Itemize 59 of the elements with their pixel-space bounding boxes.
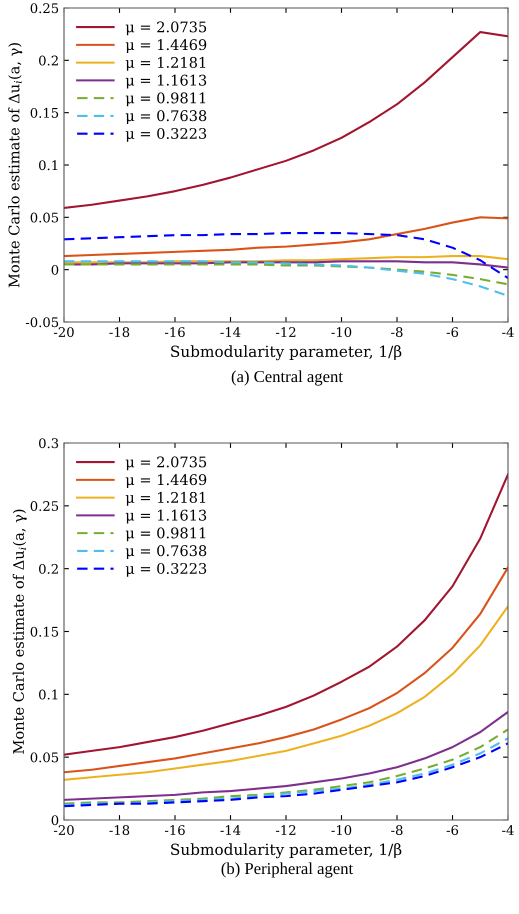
y-tick-label: 0.2 [39,56,58,66]
x-axis-title: Submodularity parameter, 1/β [171,345,402,360]
legend-label: μ = 1.2181 [126,56,206,71]
x-tick-label: -8 [391,327,403,338]
x-tick-label: -12 [276,327,296,337]
x-tick-label: -14 [220,825,240,835]
legend-label: μ = 1.1613 [126,510,206,524]
text: (a) Central agent [232,370,343,386]
y-tick-label: 0.15 [30,108,58,118]
x-tick-label: -6 [446,327,458,338]
legend-label: μ = 2.0735 [126,21,206,36]
x-tick-label: -18 [109,825,130,836]
line-series [64,605,508,781]
legend-label: μ = 2.0735 [126,456,206,470]
text: (b) Peripheral agent [222,862,354,878]
legend-label: μ = 1.4469 [126,39,206,53]
x-tick-label: -14 [220,327,240,337]
legend-label: μ = 0.7638 [126,110,206,124]
x-tick-label: -8 [391,825,403,836]
y-tick-label: 0.05 [30,752,58,762]
x-tick-label: -4 [502,327,514,337]
legend-label: μ = 1.4469 [126,474,206,488]
y-tick-label: 0.1 [39,690,58,700]
y-axis-title: Monte Carlo estimate of Δu$_{i}$(a, γ) [12,510,27,754]
legend-label: μ = 0.9811 [126,527,206,542]
y-tick-label: 0 [52,815,58,826]
legend-label: μ = 0.3223 [126,128,206,142]
legend-label: μ = 0.7638 [126,545,206,560]
line-series [64,255,508,264]
line-series [64,263,508,286]
x-tick-label: -16 [164,327,185,338]
y-tick-label: 0.25 [30,501,58,512]
legend-label: μ = 1.1613 [126,74,206,89]
x-tick-label: -10 [331,825,352,836]
x-tick-label: -18 [109,327,130,338]
y-tick-label: 0.25 [30,3,58,14]
y-tick-label: 0.1 [39,160,58,170]
y-tick-label: 0.05 [30,212,58,223]
y-tick-label: 0.3 [39,438,58,448]
line-series [64,710,508,801]
y-tick-label: -0.05 [26,317,58,328]
legend-label: μ = 0.3223 [126,562,206,577]
x-tick-label: -20 [54,327,74,338]
line-series [64,473,508,756]
x-tick-label: -20 [54,825,74,836]
line-series [64,216,508,258]
y-tick-label: 0.2 [39,564,58,574]
x-tick-label: -10 [331,327,352,338]
legend-label: μ = 1.2181 [126,492,206,506]
x-axis-title: Submodularity parameter, 1/β [171,843,402,858]
y-axis-title: Monte Carlo estimate of Δu$_{i}$(a, γ) [8,43,22,288]
line-series [64,232,508,280]
x-tick-label: -6 [446,825,458,836]
x-tick-label: -4 [502,825,514,835]
legend-label: μ = 0.9811 [126,92,206,106]
y-tick-label: 0.15 [30,626,58,637]
y-tick-label: 0 [52,264,58,275]
x-tick-label: -16 [164,825,185,836]
x-tick-label: -12 [276,825,296,835]
